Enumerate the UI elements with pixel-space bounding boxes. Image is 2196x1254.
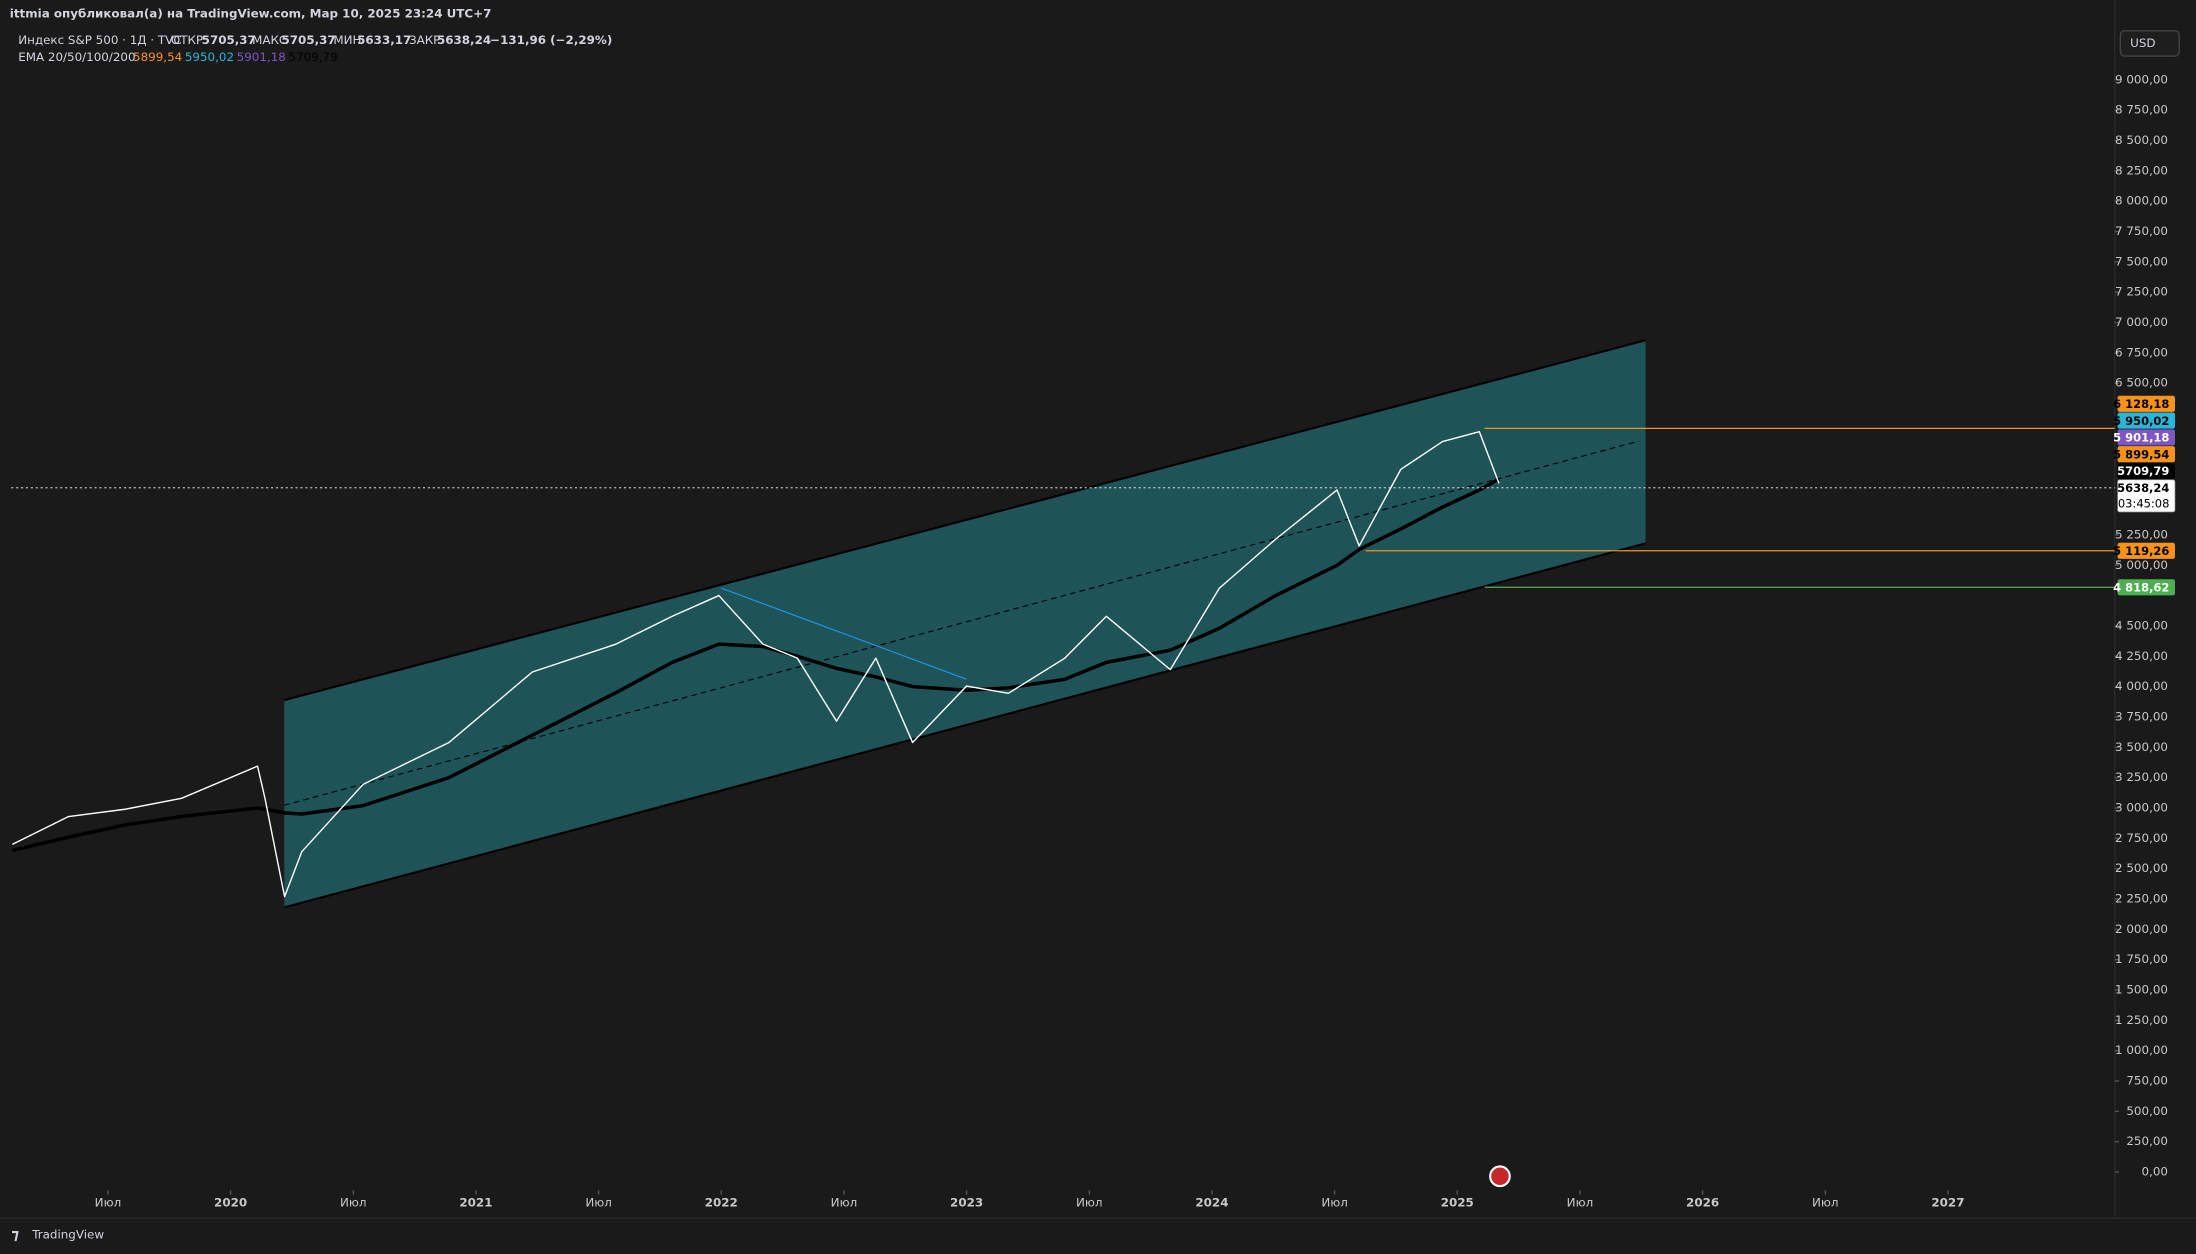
currency-button[interactable] xyxy=(2119,30,2180,57)
price-tag xyxy=(2117,462,2175,480)
price-line xyxy=(12,431,1500,898)
y-tick-label: 1 250,00 xyxy=(2115,1013,2168,1027)
channel-top xyxy=(284,339,1646,702)
price-tag xyxy=(2117,479,2176,513)
trend-line xyxy=(721,587,967,680)
x-tick-label: 2023 xyxy=(950,1195,983,1209)
ema-value: 5950,02 xyxy=(185,50,234,64)
y-tick-label: 2 500,00 xyxy=(2115,861,2168,875)
high: 5705,37 xyxy=(282,33,336,47)
price-tag xyxy=(2117,395,2175,412)
x-tick-label: 2021 xyxy=(459,1195,492,1209)
ema-values: 5899,54 5950,02 5901,18 5709,79 xyxy=(133,50,338,64)
y-tick-label: 3 000,00 xyxy=(2115,800,2168,814)
y-tick-label: 3 500,00 xyxy=(2115,740,2168,754)
y-tick-label: 8 250,00 xyxy=(2115,163,2168,177)
x-tick-label: Июл xyxy=(1812,1195,1839,1209)
ema-value: 5709,79 xyxy=(289,50,338,64)
x-tick-label: 2026 xyxy=(1686,1195,1719,1209)
price-tag xyxy=(2117,542,2175,559)
open: 5705,37 xyxy=(202,33,256,47)
y-tick-label: 3 750,00 xyxy=(2115,709,2168,723)
price-tag-label: 5 901,18 xyxy=(2113,431,2169,445)
publisher: ittmia опубликовал(а) на TradingView.com… xyxy=(10,7,492,21)
y-tick-label: 6 500,00 xyxy=(2115,376,2168,390)
channel-fill xyxy=(284,340,1646,908)
price-tag-label: 5 899,54 xyxy=(2113,447,2169,461)
brand: TradingView xyxy=(31,1228,104,1242)
y-tick-label: 3 250,00 xyxy=(2115,770,2168,784)
event-icon[interactable] xyxy=(1489,1165,1511,1188)
close-label: ЗАКР xyxy=(409,33,440,47)
countdown: 03:45:08 xyxy=(2118,496,2170,510)
x-tick-label: 2024 xyxy=(1195,1195,1228,1209)
y-tick-label: 7 250,00 xyxy=(2115,285,2168,299)
open-label: ОТКР xyxy=(171,33,203,47)
x-tick-label: Июл xyxy=(585,1195,612,1209)
y-tick-label: 7 750,00 xyxy=(2115,224,2168,238)
low-label: МИН xyxy=(333,33,361,47)
y-tick-label: 2 750,00 xyxy=(2115,831,2168,845)
price-tag-label: 5638,24 xyxy=(2117,481,2169,495)
change: −131,96 (−2,29%) xyxy=(490,33,612,47)
x-tick-label: Июл xyxy=(1321,1195,1348,1209)
price-tag-label: 4 818,62 xyxy=(2113,580,2169,594)
x-tick-label: Июл xyxy=(95,1195,122,1209)
y-tick-label: 6 750,00 xyxy=(2115,345,2168,359)
ema-value: 5899,54 xyxy=(133,50,182,64)
ema-value: 5901,18 xyxy=(237,50,286,64)
x-tick-label: 2022 xyxy=(705,1195,738,1209)
y-tick-label: 8 500,00 xyxy=(2115,133,2168,147)
y-tick-label: 250,00 xyxy=(2126,1134,2168,1148)
x-tick-label: 2020 xyxy=(214,1195,247,1209)
y-tick-label: 5 000,00 xyxy=(2115,558,2168,572)
y-tick-label: 1 000,00 xyxy=(2115,1043,2168,1057)
y-tick-label: 500,00 xyxy=(2126,1104,2168,1118)
y-tick-label: 4 000,00 xyxy=(2115,679,2168,693)
symbol: Индекс S&P 500 · 1Д · TVC xyxy=(18,33,181,47)
price-line xyxy=(11,477,1500,853)
price-tag-label: 5 950,02 xyxy=(2113,414,2169,428)
low: 5633,17 xyxy=(357,33,411,47)
y-tick-label: 8 000,00 xyxy=(2115,194,2168,208)
channel-bottom xyxy=(284,542,1646,909)
high-label: МАКС xyxy=(252,33,287,47)
plot-area xyxy=(11,339,1646,909)
currency[interactable]: USD xyxy=(2130,36,2155,50)
price-tag xyxy=(2117,429,2175,446)
x-tick-label: Июл xyxy=(1076,1195,1103,1209)
price-tag xyxy=(2117,579,2175,596)
y-tick-label: 7 000,00 xyxy=(2115,315,2168,329)
logo-mark: ⁊ xyxy=(11,1226,19,1244)
y-tick-label: 1 500,00 xyxy=(2115,983,2168,997)
y-tick-label: 9 000,00 xyxy=(2115,72,2168,86)
price-tag-label: 5709,79 xyxy=(2117,464,2169,478)
y-tick-label: 2 250,00 xyxy=(2115,892,2168,906)
symbol-row: Индекс S&P 500 · 1Д · TVC ОТКР 5705,37 М… xyxy=(18,33,612,47)
x-tick-label: 2025 xyxy=(1441,1195,1474,1209)
x-tick-label: 2027 xyxy=(1931,1195,1964,1209)
x-tick-label: Июл xyxy=(1567,1195,1594,1209)
price-tag-label: 6 128,18 xyxy=(2113,397,2169,411)
price-tag-label: 5 119,26 xyxy=(2113,544,2169,558)
x-tick-label: Июл xyxy=(340,1195,367,1209)
y-tick-label: 5 250,00 xyxy=(2115,527,2168,541)
ema-label: EMA 20/50/100/200 xyxy=(18,50,135,64)
price-tag xyxy=(2117,446,2175,463)
y-tick-label: 4 250,00 xyxy=(2115,649,2168,663)
y-tick-label: 8 750,00 xyxy=(2115,103,2168,117)
y-tick-label: 1 750,00 xyxy=(2115,952,2168,966)
channel-mid xyxy=(284,440,1639,806)
x-tick-label: Июл xyxy=(831,1195,858,1209)
close: 5638,24 xyxy=(437,33,491,47)
price-tag xyxy=(2117,412,2175,429)
y-tick-label: 2 000,00 xyxy=(2115,922,2168,936)
y-tick-label: 4 500,00 xyxy=(2115,618,2168,632)
y-tick-label: 7 500,00 xyxy=(2115,254,2168,268)
y-tick-label: 750,00 xyxy=(2126,1074,2168,1088)
y-tick-label: 0,00 xyxy=(2142,1165,2168,1179)
